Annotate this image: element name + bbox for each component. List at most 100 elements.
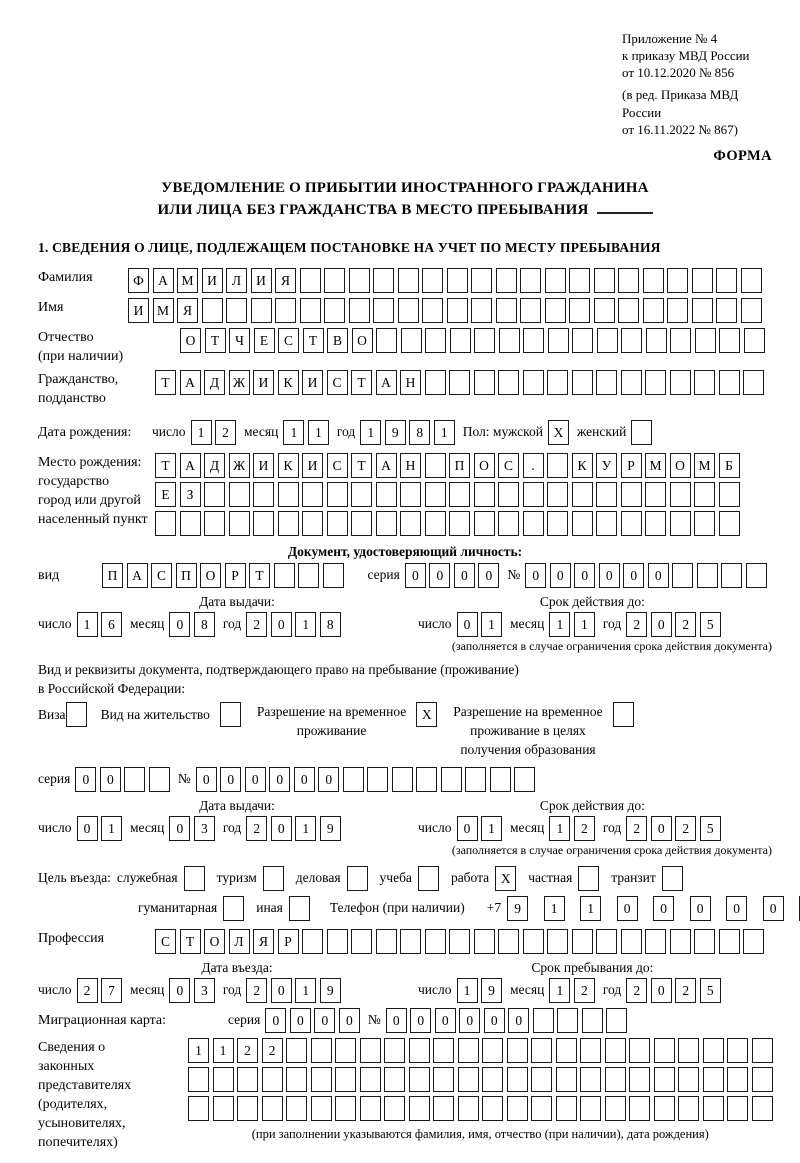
char-cell[interactable] bbox=[376, 327, 397, 353]
char-cell[interactable] bbox=[286, 1037, 307, 1063]
char-cell[interactable] bbox=[547, 481, 568, 507]
char-cell[interactable]: 0 bbox=[650, 611, 672, 637]
char-cell[interactable] bbox=[571, 510, 593, 536]
char-cell[interactable] bbox=[547, 369, 568, 395]
char-cell[interactable] bbox=[188, 1095, 209, 1121]
char-cell[interactable] bbox=[375, 928, 397, 954]
char-cell[interactable] bbox=[498, 510, 519, 536]
char-cell[interactable]: 0 bbox=[270, 815, 292, 841]
char-cell[interactable]: 2 bbox=[626, 977, 648, 1003]
char-cell[interactable] bbox=[433, 1095, 454, 1121]
char-cell[interactable]: 1 bbox=[433, 419, 455, 445]
char-cell[interactable]: Б bbox=[718, 452, 740, 478]
char-cell[interactable] bbox=[702, 1066, 724, 1092]
char-cell[interactable]: 0 bbox=[459, 1007, 481, 1033]
char-cell[interactable]: 0 bbox=[269, 766, 291, 792]
char-cell[interactable]: Ж bbox=[228, 452, 250, 478]
char-cell[interactable]: Д bbox=[204, 452, 225, 478]
char-cell[interactable]: А bbox=[375, 369, 397, 395]
char-cell[interactable]: О bbox=[180, 327, 201, 353]
char-cell[interactable] bbox=[669, 369, 691, 395]
char-cell[interactable]: 5 bbox=[699, 977, 721, 1003]
char-cell[interactable] bbox=[408, 1095, 430, 1121]
char-cell[interactable] bbox=[506, 1037, 528, 1063]
char-cell[interactable] bbox=[237, 1066, 258, 1092]
checkbox-tourism[interactable] bbox=[262, 865, 284, 891]
char-cell[interactable] bbox=[645, 928, 666, 954]
char-cell[interactable] bbox=[571, 928, 593, 954]
char-cell[interactable] bbox=[253, 510, 274, 536]
char-cell[interactable] bbox=[571, 369, 593, 395]
char-cell[interactable] bbox=[449, 369, 470, 395]
char-cell[interactable]: 2 bbox=[246, 611, 268, 637]
char-cell[interactable]: П bbox=[175, 562, 197, 588]
checkbox-other[interactable] bbox=[288, 895, 310, 921]
char-cell[interactable] bbox=[642, 267, 664, 293]
char-cell[interactable] bbox=[359, 1066, 381, 1092]
char-cell[interactable] bbox=[471, 267, 492, 293]
char-cell[interactable] bbox=[302, 510, 323, 536]
char-cell[interactable] bbox=[743, 369, 764, 395]
char-cell[interactable]: 8 bbox=[319, 611, 341, 637]
char-cell[interactable] bbox=[237, 1095, 258, 1121]
char-cell[interactable] bbox=[261, 1066, 283, 1092]
char-cell[interactable]: 0 bbox=[169, 977, 191, 1003]
char-cell[interactable]: 0 bbox=[616, 895, 638, 921]
char-cell[interactable] bbox=[359, 1037, 381, 1063]
char-cell[interactable] bbox=[400, 510, 421, 536]
char-cell[interactable]: 1 bbox=[283, 419, 305, 445]
char-cell[interactable] bbox=[422, 267, 443, 293]
char-cell[interactable]: 1 bbox=[549, 815, 571, 841]
char-cell[interactable] bbox=[408, 1037, 430, 1063]
char-cell[interactable] bbox=[718, 369, 740, 395]
char-cell[interactable]: 0 bbox=[404, 562, 426, 588]
char-cell[interactable] bbox=[457, 1095, 479, 1121]
char-cell[interactable] bbox=[351, 928, 372, 954]
char-cell[interactable] bbox=[424, 481, 446, 507]
char-cell[interactable] bbox=[212, 1095, 234, 1121]
char-cell[interactable] bbox=[745, 562, 767, 588]
char-cell[interactable] bbox=[522, 510, 544, 536]
char-cell[interactable] bbox=[471, 297, 492, 323]
checkbox-humanitarian[interactable] bbox=[223, 895, 245, 921]
char-cell[interactable]: 0 bbox=[75, 766, 97, 792]
char-cell[interactable] bbox=[743, 928, 764, 954]
char-cell[interactable]: 1 bbox=[481, 611, 502, 637]
char-cell[interactable] bbox=[629, 1037, 650, 1063]
char-cell[interactable]: Н bbox=[400, 369, 421, 395]
char-cell[interactable] bbox=[580, 1037, 601, 1063]
char-cell[interactable] bbox=[645, 369, 666, 395]
char-cell[interactable]: 2 bbox=[675, 611, 697, 637]
char-cell[interactable]: 0 bbox=[76, 815, 98, 841]
char-cell[interactable] bbox=[253, 481, 274, 507]
char-cell[interactable]: 0 bbox=[314, 1007, 336, 1033]
char-cell[interactable]: 1 bbox=[190, 419, 212, 445]
char-cell[interactable] bbox=[716, 267, 737, 293]
char-cell[interactable] bbox=[547, 327, 569, 353]
char-cell[interactable] bbox=[433, 1037, 454, 1063]
char-cell[interactable] bbox=[204, 510, 225, 536]
char-cell[interactable] bbox=[457, 1037, 479, 1063]
char-cell[interactable]: Ж bbox=[228, 369, 250, 395]
char-cell[interactable] bbox=[645, 510, 666, 536]
char-cell[interactable]: 0 bbox=[265, 1007, 287, 1033]
char-cell[interactable] bbox=[596, 369, 617, 395]
char-cell[interactable] bbox=[669, 928, 691, 954]
char-cell[interactable] bbox=[204, 481, 225, 507]
char-cell[interactable] bbox=[667, 267, 688, 293]
char-cell[interactable]: 0 bbox=[385, 1007, 407, 1033]
char-cell[interactable]: Л bbox=[228, 928, 250, 954]
char-cell[interactable]: М bbox=[177, 267, 198, 293]
char-cell[interactable]: 2 bbox=[626, 611, 648, 637]
char-cell[interactable]: И bbox=[302, 452, 323, 478]
char-cell[interactable]: С bbox=[498, 452, 519, 478]
char-cell[interactable] bbox=[520, 267, 541, 293]
char-cell[interactable] bbox=[531, 1095, 552, 1121]
char-cell[interactable] bbox=[228, 481, 250, 507]
char-cell[interactable] bbox=[226, 297, 247, 323]
char-cell[interactable]: 2 bbox=[76, 977, 98, 1003]
char-cell[interactable] bbox=[667, 297, 688, 323]
checkbox-transit[interactable] bbox=[661, 865, 683, 891]
char-cell[interactable] bbox=[751, 1095, 773, 1121]
char-cell[interactable] bbox=[299, 267, 321, 293]
